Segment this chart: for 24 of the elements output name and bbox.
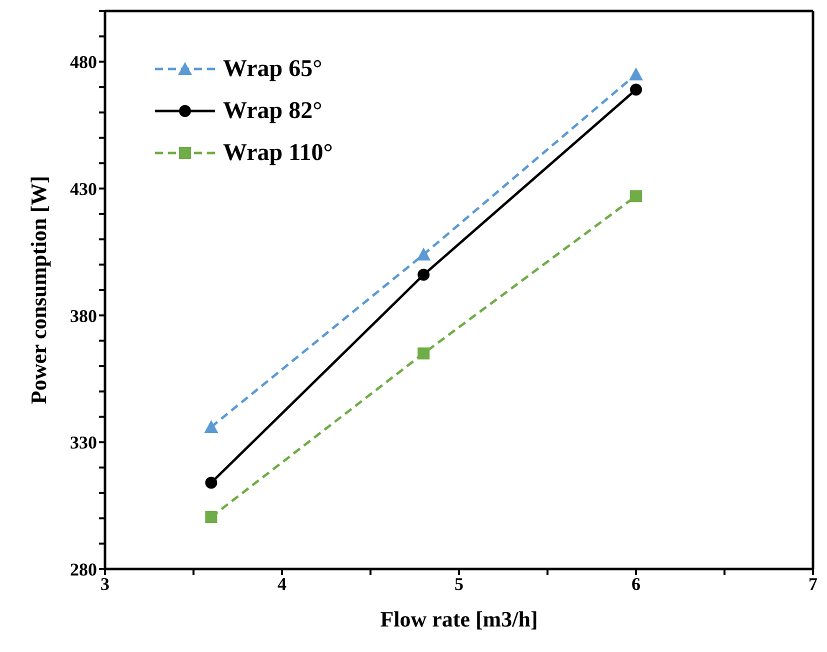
point <box>205 511 218 524</box>
y-tick-label: 480 <box>70 52 97 72</box>
x-tick-label: 4 <box>278 574 286 594</box>
point <box>418 268 430 281</box>
x-axis-title: Flow rate [m3/h] <box>380 606 538 632</box>
point <box>204 420 218 433</box>
point <box>418 347 430 360</box>
point <box>205 476 218 489</box>
point <box>416 247 431 260</box>
x-tick-label: 6 <box>632 574 640 594</box>
y-tick-label: 280 <box>70 559 97 580</box>
point <box>629 67 643 80</box>
y-tick-label: 380 <box>70 306 97 326</box>
legend-label: Wrap 65° <box>223 56 322 82</box>
point <box>630 190 642 202</box>
legend-label: Wrap 82° <box>223 98 322 124</box>
point <box>630 84 642 96</box>
x-tick-label: 5 <box>454 574 464 594</box>
x-tick-label: 7 <box>808 574 818 594</box>
x-tick-label: 3 <box>100 574 110 594</box>
y-axis-title: Power consumption [W] <box>26 176 51 404</box>
y-tick-label: 430 <box>70 178 97 199</box>
y-tick-label: 330 <box>70 432 97 453</box>
legend-label: Wrap 110° <box>223 140 333 166</box>
